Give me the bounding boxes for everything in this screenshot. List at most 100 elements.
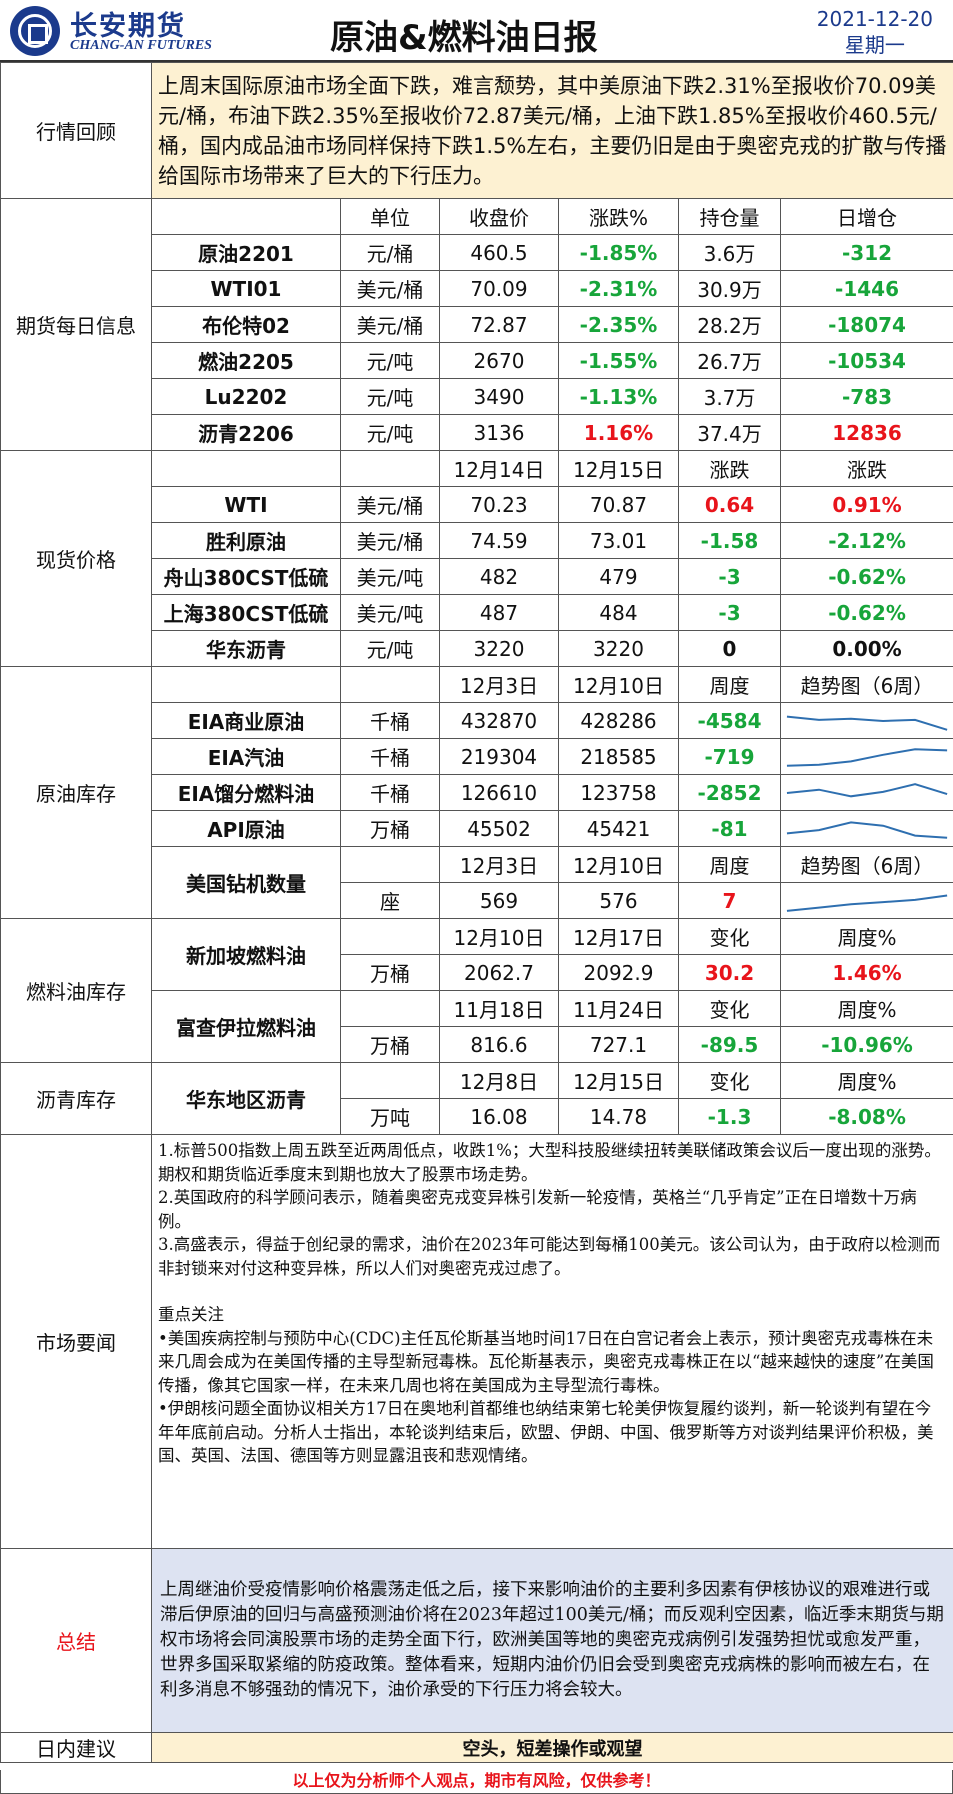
recommendation-text: 空头，短差操作或观望 — [150, 1732, 953, 1763]
rig-header: 12月3日 — [439, 846, 559, 883]
inventory-name: API原油 — [151, 810, 341, 847]
change: -1.58 — [678, 522, 781, 559]
spot-name: 舟山380CST低硫 — [151, 558, 341, 595]
weekly-change: -4584 — [678, 702, 781, 739]
table-row: 华东沥青 元/吨 3220 3220 0 0.00% — [1, 630, 953, 667]
asphalt-header: 变化 — [678, 1062, 781, 1099]
unit: 千桶 — [340, 738, 440, 775]
change-pct: -2.31% — [558, 270, 679, 307]
value-day2: 14.78 — [558, 1098, 679, 1135]
sparkline-chart — [786, 747, 948, 767]
trend-sparkline — [779, 810, 953, 847]
table-row: 燃油2205 元/吨 2670 -1.55% 26.7万 -10534 — [1, 342, 953, 379]
section-summary: 总结 — [0, 1548, 152, 1733]
sparkline-chart — [786, 715, 948, 731]
spot-name: WTI — [151, 486, 341, 523]
close-price: 72.87 — [439, 306, 559, 343]
asphalt-header: 周度% — [779, 1062, 953, 1099]
table-row: 万桶 816.6 727.1 -89.5 -10.96% — [1, 1026, 953, 1063]
fuel-header: 变化 — [678, 918, 781, 955]
weekly-change: -2852 — [678, 774, 781, 811]
unit: 美元/桶 — [340, 306, 440, 343]
disclaimer: 以上仅为分析师个人观点，期市有风险，仅供参考！ — [0, 1770, 953, 1794]
news-item: 3.高盛表示，得益于创纪录的需求，油价在2023年可能达到每桶100美元。该公司… — [158, 1235, 941, 1278]
table-row: EIA馏分燃料油 千桶 126610 123758 -2852 — [1, 774, 953, 811]
table-row: 胜利原油 美元/桶 74.59 73.01 -1.58 -2.12% — [1, 522, 953, 559]
spot-header: 涨跌 — [779, 450, 953, 487]
inventory-name: EIA馏分燃料油 — [151, 774, 341, 811]
table-row: API原油 万桶 45502 45421 -81 — [1, 810, 953, 847]
asphalt-blank — [340, 1062, 440, 1099]
table-row: EIA商业原油 千桶 432870 428286 -4584 — [1, 702, 953, 739]
change-pct: 0.91% — [779, 486, 953, 523]
spot-header: 12月15日 — [558, 450, 679, 487]
value-day1: 16.08 — [439, 1098, 559, 1135]
daily-oi-change: -312 — [779, 234, 953, 271]
review-text: 上周末国际原油市场全面下跌，难言颓势，其中美原油下跌2.31%至报收价70.09… — [150, 62, 953, 199]
fuel-header: 11月18日 — [439, 990, 559, 1027]
contract-name: 燃油2205 — [151, 342, 341, 379]
unit: 千桶 — [340, 774, 440, 811]
change: -3 — [678, 594, 781, 631]
value-day1: 432870 — [439, 702, 559, 739]
close-price: 3490 — [439, 378, 559, 415]
unit: 元/桶 — [340, 234, 440, 271]
trend-sparkline — [779, 702, 953, 739]
unit: 万桶 — [340, 1026, 440, 1063]
contract-name: Lu2202 — [151, 378, 341, 415]
table-row: 布伦特02 美元/桶 72.87 -2.35% 28.2万 -18074 — [1, 306, 953, 343]
focus-item: •美国疾病控制与预防中心(CDC)主任瓦伦斯基当地时间17日在白宫记者会上表示，… — [158, 1328, 934, 1395]
table-row: Lu2202 元/吨 3490 -1.13% 3.7万 -783 — [1, 378, 953, 415]
contract-name: 布伦特02 — [151, 306, 341, 343]
rig-count-name: 美国钻机数量 — [151, 846, 341, 919]
fuel-blank — [340, 990, 440, 1027]
logo-cn: 长安期货 — [70, 11, 186, 42]
section-futures: 期货每日信息 — [0, 198, 152, 451]
price-day1: 70.23 — [439, 486, 559, 523]
spot-name: 上海380CST低硫 — [151, 594, 341, 631]
spot-header: 涨跌 — [678, 450, 781, 487]
asphalt-inventory-name: 华东地区沥青 — [151, 1062, 341, 1135]
value-day2: 45421 — [558, 810, 679, 847]
change: 0 — [678, 630, 781, 667]
contract-name: 沥青2206 — [151, 414, 341, 451]
rig-header: 趋势图（6周） — [779, 846, 953, 883]
futures-header: 涨跌% — [558, 198, 679, 235]
change-pct: 1.46% — [779, 954, 953, 991]
fuel-header: 周度% — [779, 990, 953, 1027]
news-item: 1.标普500指数上周五跌至近两周低点，收跌1%；大型科技股继续扭转美联储政策会… — [158, 1141, 941, 1184]
sparkline-chart — [786, 782, 948, 797]
section-crude-inventory: 原油库存 — [0, 666, 152, 919]
unit: 美元/吨 — [340, 558, 440, 595]
price-day2: 484 — [558, 594, 679, 631]
table-row: EIA汽油 千桶 219304 218585 -719 — [1, 738, 953, 775]
spot-blank — [151, 450, 341, 487]
inventory-blank — [151, 666, 341, 703]
unit: 美元/桶 — [340, 522, 440, 559]
open-interest: 30.9万 — [678, 270, 781, 307]
table-row: 座 569 576 7 — [1, 882, 953, 919]
change: 30.2 — [678, 954, 781, 991]
rig-blank — [340, 846, 440, 883]
value-day1: 126610 — [439, 774, 559, 811]
value-day2: 727.1 — [558, 1026, 679, 1063]
open-interest: 26.7万 — [678, 342, 781, 379]
unit: 万吨 — [340, 1098, 440, 1135]
fuel-blank — [340, 918, 440, 955]
value-day2: 218585 — [558, 738, 679, 775]
change-pct: -0.62% — [779, 594, 953, 631]
change-pct: -1.13% — [558, 378, 679, 415]
open-interest: 3.6万 — [678, 234, 781, 271]
news-content: 1.标普500指数上周五跌至近两周低点，收跌1%；大型科技股继续扭转美联储政策会… — [150, 1134, 953, 1549]
value-day2: 2092.9 — [558, 954, 679, 991]
spot-name: 胜利原油 — [151, 522, 341, 559]
fuel-header: 12月17日 — [558, 918, 679, 955]
change-pct: -2.12% — [779, 522, 953, 559]
change-pct: -1.85% — [558, 234, 679, 271]
open-interest: 3.7万 — [678, 378, 781, 415]
rig-header: 12月10日 — [558, 846, 679, 883]
inventory-name: EIA商业原油 — [151, 702, 341, 739]
daily-oi-change: -18074 — [779, 306, 953, 343]
fuel-inventory-name: 新加坡燃料油 — [151, 918, 341, 991]
spot-blank — [340, 450, 440, 487]
